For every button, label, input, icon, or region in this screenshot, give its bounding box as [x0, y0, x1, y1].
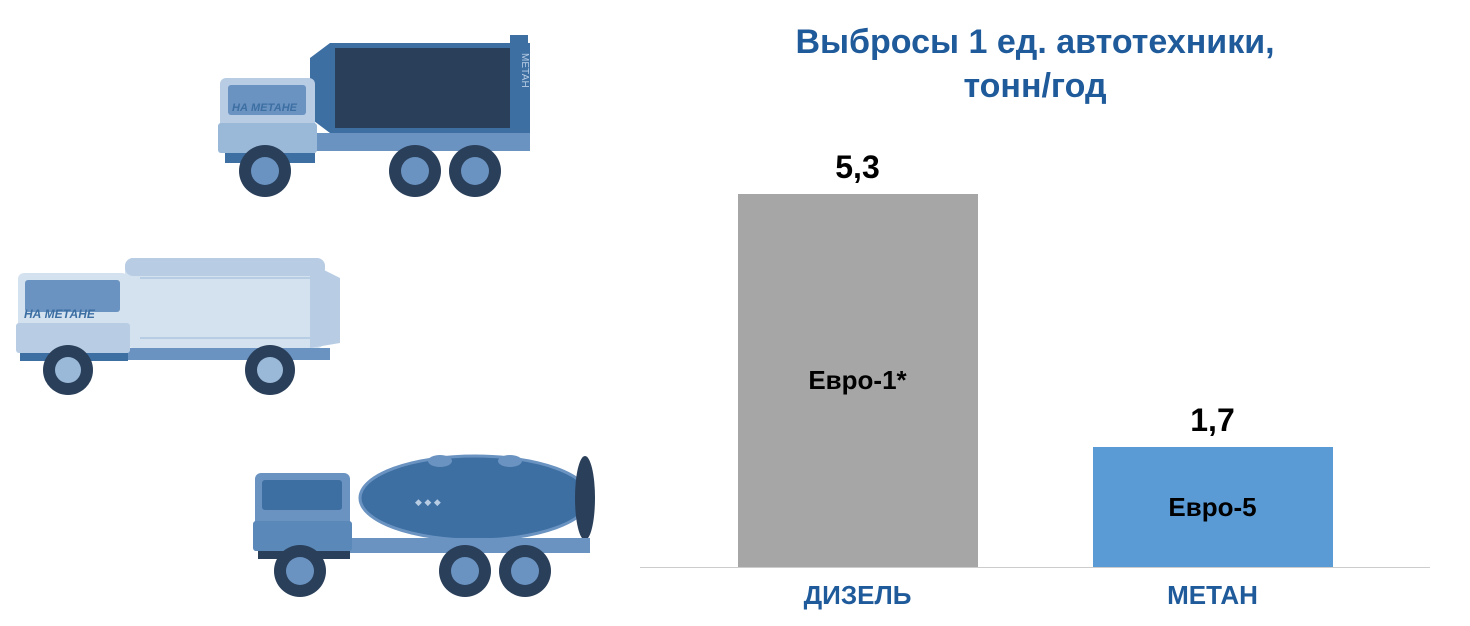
- svg-text:МЕТАН: МЕТАН: [519, 53, 530, 88]
- chart-area: 5,3 Евро-1* 1,7 Евро-5: [640, 128, 1430, 568]
- x-label-1: МЕТАН: [1093, 580, 1333, 611]
- svg-text:НА МЕТАНЕ: НА МЕТАНЕ: [232, 102, 298, 114]
- x-axis-labels: ДИЗЕЛЬ МЕТАН: [640, 568, 1430, 611]
- truck-dump: МЕТАН НА МЕТАНЕ: [200, 23, 540, 203]
- bar-inner-label-0: Евро-1*: [808, 365, 906, 396]
- bar-inner-label-1: Евро-5: [1168, 492, 1256, 523]
- chart-title-line2: тонн/год: [963, 67, 1106, 105]
- chart-title-line1: Выбросы 1 ед. автотехники,: [795, 23, 1274, 61]
- svg-text:◆ ◆ ◆: ◆ ◆ ◆: [415, 497, 441, 507]
- bar-value-0: 5,3: [835, 149, 879, 186]
- bar-value-1: 1,7: [1190, 402, 1234, 439]
- bar-1: Евро-5: [1093, 447, 1333, 567]
- bar-0: Евро-1*: [738, 194, 978, 567]
- svg-text:НА МЕТАНЕ: НА МЕТАНЕ: [24, 307, 96, 321]
- bar-group-0: 5,3 Евро-1*: [738, 149, 978, 567]
- chart-panel: Выбросы 1 ед. автотехники, тонн/год 5,3 Е…: [620, 0, 1470, 626]
- bar-group-1: 1,7 Евро-5: [1093, 402, 1333, 567]
- x-label-0: ДИЗЕЛЬ: [738, 580, 978, 611]
- chart-title: Выбросы 1 ед. автотехники, тонн/год: [640, 20, 1430, 108]
- truck-tanker: ◆ ◆ ◆: [240, 423, 600, 603]
- trucks-panel: МЕТАН НА МЕТАНЕ: [0, 0, 620, 626]
- truck-garbage: НА МЕТАНЕ: [10, 228, 350, 398]
